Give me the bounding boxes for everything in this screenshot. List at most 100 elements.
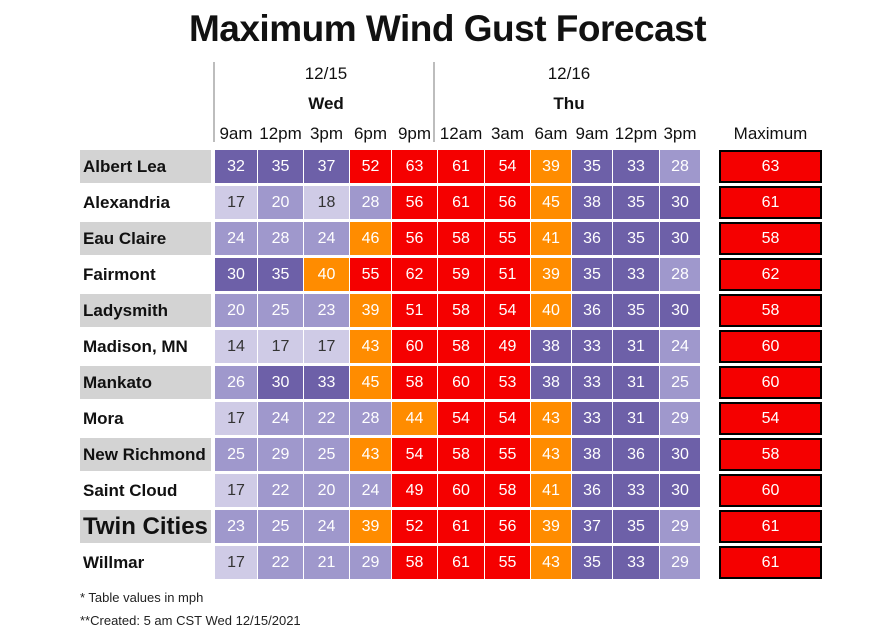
gust-cell: 45 (531, 186, 571, 219)
gust-cell: 33 (613, 474, 659, 507)
time-header-8: 9am (575, 124, 609, 143)
gust-cell: 61 (438, 150, 484, 183)
gust-cell: 39 (350, 510, 391, 543)
max-cell: 61 (719, 186, 822, 219)
gust-cell: 31 (613, 366, 659, 399)
gust-cell: 54 (485, 402, 530, 435)
chart-title: Maximum Wind Gust Forecast (188, 8, 707, 49)
gust-cell: 35 (572, 546, 612, 579)
gust-cell: 58 (438, 294, 484, 327)
gust-cell: 29 (660, 510, 700, 543)
gust-cell: 59 (438, 258, 484, 291)
row-label: Saint Cloud (83, 480, 178, 500)
gust-cell: 40 (304, 258, 349, 291)
gust-cell: 32 (215, 150, 257, 183)
gust-cell: 29 (350, 546, 391, 579)
gust-cell: 33 (613, 150, 659, 183)
gust-cell: 21 (304, 546, 349, 579)
divider-wed (213, 62, 215, 142)
gust-cell: 33 (572, 402, 612, 435)
gust-cell: 25 (304, 438, 349, 471)
gust-cell: 40 (531, 294, 571, 327)
time-header-1: 12pm (259, 124, 302, 143)
gust-cell: 58 (392, 546, 437, 579)
gust-cell: 51 (485, 258, 530, 291)
max-cell: 60 (719, 330, 822, 363)
gust-cell: 55 (485, 438, 530, 471)
gust-cell: 35 (613, 222, 659, 255)
row-label: Eau Claire (80, 222, 211, 255)
gust-cell: 31 (613, 402, 659, 435)
gust-cell: 35 (258, 258, 303, 291)
gust-cell: 17 (215, 474, 257, 507)
gust-cell: 33 (572, 366, 612, 399)
gust-cell: 24 (660, 330, 700, 363)
gust-cell: 38 (531, 330, 571, 363)
day-date-1: 12/16 (547, 64, 591, 83)
gust-cell: 17 (215, 546, 257, 579)
gust-cell: 61 (438, 186, 484, 219)
time-header-3: 6pm (353, 124, 388, 143)
gust-cell: 54 (392, 438, 437, 471)
gust-cell: 30 (660, 294, 700, 327)
gust-cell: 39 (531, 510, 571, 543)
gust-cell: 28 (660, 150, 700, 183)
gust-cell: 25 (258, 510, 303, 543)
gust-cell: 46 (350, 222, 391, 255)
gust-cell: 33 (613, 258, 659, 291)
gust-cell: 36 (572, 294, 612, 327)
gust-cell: 55 (485, 222, 530, 255)
max-cell: 58 (719, 222, 822, 255)
gust-cell: 52 (392, 510, 437, 543)
time-header-9: 12pm (614, 124, 658, 143)
gust-cell: 43 (350, 438, 391, 471)
gust-cell: 30 (215, 258, 257, 291)
gust-cell: 52 (350, 150, 391, 183)
time-header-10: 3pm (663, 124, 697, 143)
gust-cell: 28 (350, 402, 391, 435)
gust-cell: 33 (572, 330, 612, 363)
gust-cell: 24 (304, 222, 349, 255)
gust-cell: 22 (258, 546, 303, 579)
gust-cell: 20 (304, 474, 349, 507)
gust-cell: 58 (438, 330, 484, 363)
gust-cell: 58 (485, 474, 530, 507)
gust-cell: 24 (258, 402, 303, 435)
gust-cell: 43 (531, 438, 571, 471)
gust-cell: 56 (485, 510, 530, 543)
gust-cell: 56 (392, 186, 437, 219)
divider-thu (433, 62, 435, 142)
gust-cell: 36 (572, 474, 612, 507)
footnote-units: * Table values in mph (80, 590, 204, 605)
maximum-header: Maximum (733, 124, 808, 143)
gust-cell: 33 (304, 366, 349, 399)
row-label: Ladysmith (80, 294, 211, 327)
row-label: Albert Lea (80, 150, 211, 183)
gust-cell: 30 (660, 222, 700, 255)
gust-cell: 35 (613, 294, 659, 327)
gust-cell: 58 (438, 222, 484, 255)
gust-cell: 20 (258, 186, 303, 219)
gust-cell: 49 (392, 474, 437, 507)
gust-cell: 17 (215, 186, 257, 219)
max-cell: 63 (719, 150, 822, 183)
gust-cell: 20 (215, 294, 257, 327)
gust-cell: 45 (350, 366, 391, 399)
gust-cell: 17 (304, 330, 349, 363)
gust-cell: 56 (485, 186, 530, 219)
gust-cell: 55 (485, 546, 530, 579)
max-cell: 54 (719, 402, 822, 435)
gust-cell: 35 (572, 150, 612, 183)
max-cell: 62 (719, 258, 822, 291)
gust-cell: 14 (215, 330, 257, 363)
gust-cell: 36 (572, 222, 612, 255)
gust-cell: 30 (660, 186, 700, 219)
row-label: Fairmont (83, 264, 156, 284)
gust-cell: 44 (392, 402, 437, 435)
gust-cell: 33 (613, 546, 659, 579)
day-name-0: Wed (308, 94, 344, 113)
gust-cell: 18 (304, 186, 349, 219)
row-label: Alexandria (83, 192, 170, 212)
gust-cell: 28 (258, 222, 303, 255)
row-label: Willmar (83, 552, 145, 572)
